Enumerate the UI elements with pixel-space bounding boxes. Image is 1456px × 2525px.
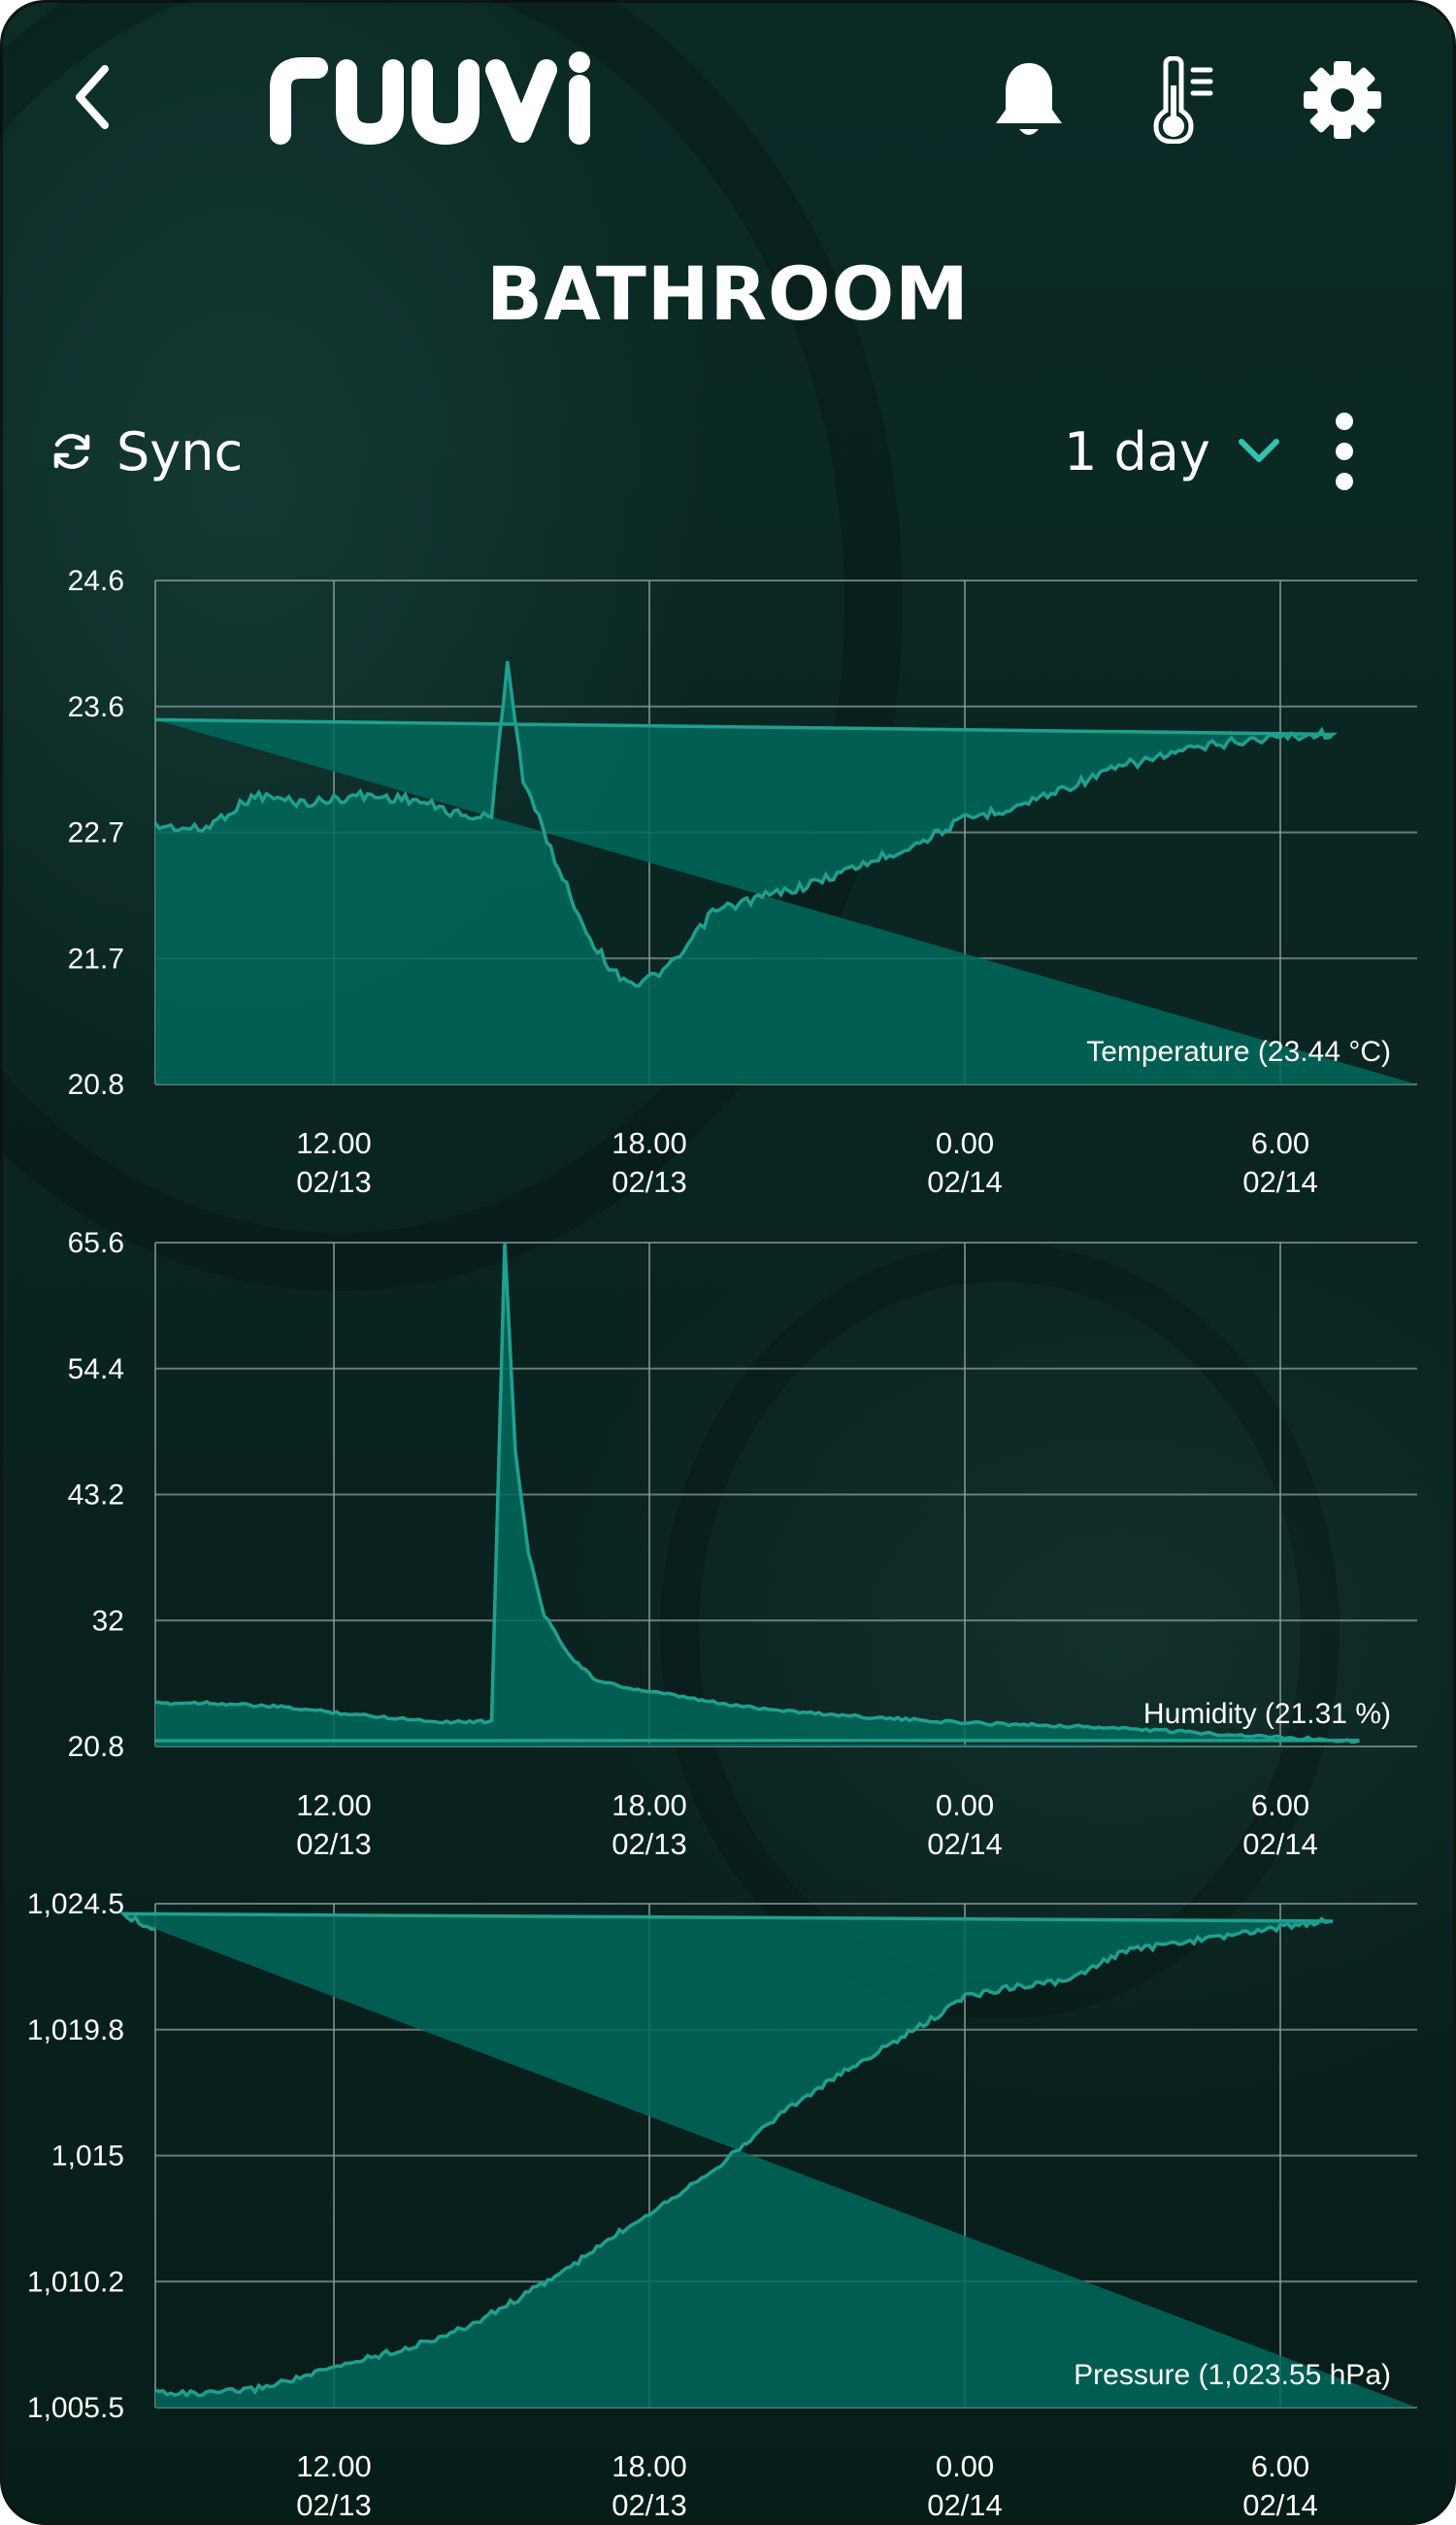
bell-icon [996, 62, 1062, 135]
sync-button[interactable]: Sync [49, 413, 243, 490]
x-tick-date: 02/14 [927, 2488, 1003, 2522]
gear-icon [1303, 60, 1381, 139]
x-tick-date: 02/14 [1242, 1165, 1318, 1199]
y-tick-label: 23.6 [68, 691, 124, 723]
y-tick-label: 21.7 [68, 943, 124, 975]
more-vertical-icon [1336, 413, 1353, 490]
x-tick-date: 02/13 [296, 1827, 372, 1861]
x-tick-time: 0.00 [936, 1788, 994, 1822]
y-tick-label: 1,005.5 [27, 2392, 124, 2424]
y-tick-label: 1,010.2 [27, 2266, 124, 2298]
back-button[interactable] [53, 53, 131, 141]
x-tick-time: 6.00 [1251, 2449, 1309, 2483]
chevron-left-icon [76, 65, 109, 129]
x-tick-time: 12.00 [296, 1126, 372, 1160]
humidity-line [154, 1242, 1360, 1744]
x-tick-date: 02/14 [1242, 1827, 1318, 1861]
y-tick-label: 20.8 [68, 1731, 124, 1763]
temperature-chart: 24.6 23.6 22.7 21.7 20.8 12.00 02/13 18.00 02/13… [68, 565, 1417, 1199]
sensor-button[interactable] [1141, 53, 1228, 146]
x-tick-date: 02/13 [296, 1165, 372, 1199]
y-tick-label: 20.8 [68, 1069, 124, 1101]
humidity-series-label: Humidity (21.31 %) [1143, 1698, 1391, 1730]
sync-label: Sync [116, 420, 244, 482]
alerts-button[interactable] [985, 53, 1073, 146]
temperature-line [153, 660, 1338, 988]
pressure-series-label: Pressure (1,023.55 hPa) [1074, 2359, 1391, 2391]
x-tick-date: 02/13 [612, 2488, 687, 2522]
temperature-series-label: Temperature (23.44 °C) [1086, 1036, 1391, 1068]
y-tick-label: 65.6 [68, 1227, 124, 1259]
x-tick-time: 18.00 [612, 2449, 687, 2483]
y-tick-label: 1,024.5 [27, 1888, 124, 1920]
x-tick-date: 02/13 [296, 2488, 372, 2522]
thermometer-icon [1153, 55, 1213, 144]
sensor-name: BATHROOM [486, 250, 970, 337]
x-tick-time: 6.00 [1251, 1126, 1309, 1160]
ruuvi-logo [270, 51, 590, 145]
y-tick-label: 32 [92, 1605, 124, 1637]
pressure-chart: 1,024.5 1,019.8 1,015 1,010.2 1,005.5 12.00 02… [27, 1888, 1417, 2522]
y-tick-label: 22.7 [68, 817, 124, 849]
y-tick-label: 1,019.8 [27, 2014, 124, 2046]
period-label: 1 day [1064, 420, 1210, 482]
x-tick-time: 18.00 [612, 1126, 687, 1160]
sync-icon [53, 434, 90, 469]
x-tick-time: 12.00 [296, 1788, 372, 1822]
x-tick-time: 12.00 [296, 2449, 372, 2483]
x-tick-date: 02/13 [612, 1165, 687, 1199]
settings-button[interactable] [1296, 53, 1388, 146]
x-tick-time: 0.00 [936, 2449, 994, 2483]
x-tick-date: 02/13 [612, 1827, 687, 1861]
x-tick-time: 0.00 [936, 1126, 994, 1160]
chevron-down-icon [1238, 439, 1279, 462]
x-tick-date: 02/14 [927, 1827, 1003, 1861]
temperature-area [154, 661, 1417, 1084]
pressure-line [119, 1911, 1334, 2399]
y-tick-label: 1,015 [51, 2141, 124, 2173]
y-tick-label: 54.4 [68, 1353, 124, 1385]
more-options-button[interactable] [1320, 408, 1369, 495]
x-tick-time: 6.00 [1251, 1788, 1309, 1822]
x-tick-date: 02/14 [927, 1165, 1003, 1199]
humidity-chart: 65.6 54.4 43.2 32 20.8 12.00 02/13 18.00 02/13 0.… [68, 1227, 1417, 1861]
x-tick-date: 02/14 [1242, 2488, 1318, 2522]
y-tick-label: 24.6 [68, 565, 124, 597]
y-tick-label: 43.2 [68, 1479, 124, 1512]
pressure-area [123, 1913, 1417, 2408]
x-tick-time: 18.00 [612, 1788, 687, 1822]
period-selector[interactable]: 1 day [1064, 413, 1282, 490]
